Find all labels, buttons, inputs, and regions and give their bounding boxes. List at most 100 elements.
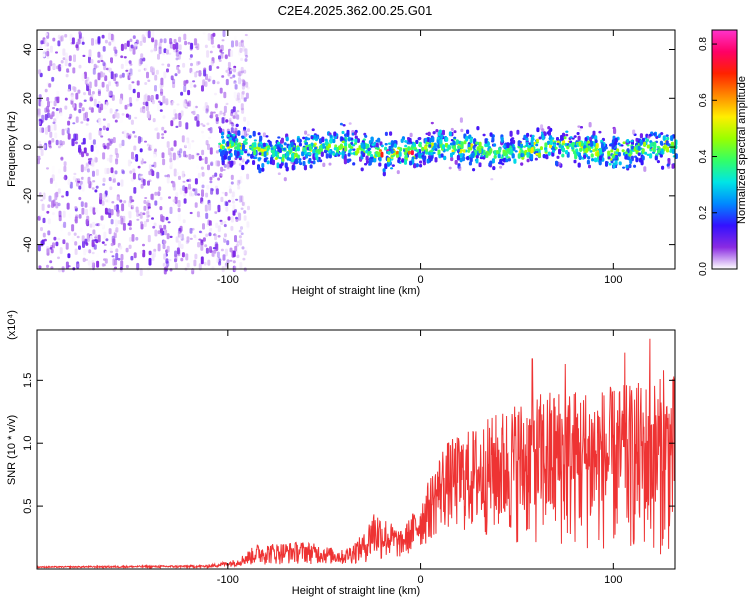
heatmap-cell	[47, 218, 51, 225]
heatmap-cell	[466, 129, 470, 134]
heatmap-cell	[117, 220, 121, 225]
heatmap-cell	[322, 162, 326, 167]
heatmap-cell	[47, 101, 50, 108]
heatmap-cell	[593, 141, 597, 147]
heatmap-cell	[590, 153, 594, 158]
heatmap-cell	[283, 177, 287, 182]
heatmap-cell	[92, 229, 96, 235]
heatmap-cell	[104, 250, 108, 259]
heatmap-cell	[109, 250, 113, 253]
heatmap-cell	[218, 261, 222, 266]
heatmap-cell	[397, 147, 401, 150]
heatmap-cell	[601, 157, 605, 162]
heatmap-cell	[194, 71, 198, 78]
heatmap-cell	[354, 135, 358, 140]
heatmap-cell	[105, 101, 109, 106]
heatmap-cell	[578, 128, 582, 132]
heatmap-cell	[646, 153, 650, 156]
heatmap-cell	[114, 111, 118, 118]
heatmap-cell	[509, 142, 513, 145]
heatmap-cell	[309, 164, 313, 169]
heatmap-cell	[158, 186, 162, 191]
heatmap-cell	[91, 260, 95, 268]
heatmap-cell	[161, 126, 165, 131]
heatmap-cell	[405, 147, 409, 153]
heatmap-cell	[165, 49, 169, 55]
heatmap-cell	[544, 142, 548, 148]
heatmap-cell	[173, 140, 177, 147]
heatmap-cell	[147, 234, 151, 243]
heatmap-cell	[590, 140, 594, 147]
heatmap-cell	[237, 189, 241, 192]
heatmap-cell	[428, 155, 432, 158]
heatmap-cell	[161, 136, 165, 139]
heatmap-cell	[169, 152, 173, 158]
heatmap-cell	[202, 124, 206, 127]
heatmap-cell	[175, 49, 179, 57]
heatmap-cell	[445, 148, 449, 152]
heatmap-cell	[213, 249, 217, 254]
heatmap-cell	[60, 157, 64, 160]
heatmap-cell	[626, 139, 630, 143]
heatmap-cell	[202, 32, 206, 35]
heatmap-cell	[382, 168, 386, 173]
heatmap-cell	[210, 60, 214, 67]
heatmap-cell	[132, 172, 136, 180]
y-tick-label: -20	[22, 188, 34, 204]
heatmap-cell	[646, 144, 650, 149]
heatmap-cell	[126, 68, 129, 76]
heatmap-cell	[40, 227, 43, 232]
heatmap-cell	[474, 150, 478, 156]
heatmap-cell	[88, 88, 91, 96]
heatmap-cell	[143, 205, 147, 211]
heatmap-cell	[132, 47, 136, 55]
heatmap-cell	[140, 53, 144, 58]
heatmap-cell	[165, 147, 169, 155]
heatmap-cell	[339, 122, 343, 126]
heatmap-cell	[440, 153, 444, 158]
heatmap-cell	[83, 71, 87, 79]
heatmap-cell	[84, 202, 88, 208]
heatmap-cell	[312, 160, 316, 165]
heatmap-cell	[93, 244, 97, 250]
heatmap-cell	[133, 145, 137, 151]
heatmap-cell	[541, 134, 545, 141]
heatmap-cell	[89, 96, 93, 102]
heatmap-cell	[469, 137, 473, 144]
heatmap-cell	[63, 165, 67, 172]
heatmap-cell	[549, 139, 553, 146]
heatmap-cell	[116, 112, 120, 119]
heatmap-cell	[233, 35, 237, 41]
heatmap-cell	[97, 101, 101, 104]
heatmap-cell	[308, 152, 312, 156]
heatmap-cell	[363, 132, 367, 136]
heatmap-cell	[304, 136, 308, 141]
heatmap-cell	[576, 132, 580, 135]
heatmap-cell	[225, 201, 229, 207]
heatmap-cell	[97, 234, 101, 243]
heatmap-cell	[236, 254, 240, 259]
heatmap-cell	[475, 158, 479, 164]
heatmap-cell	[113, 46, 117, 52]
heatmap-cell	[500, 136, 504, 143]
heatmap-cell	[223, 186, 227, 193]
heatmap-cell	[46, 48, 50, 51]
heatmap-cell	[168, 196, 171, 199]
heatmap-cell	[263, 151, 267, 158]
heatmap-cell	[637, 152, 641, 156]
heatmap-cell	[66, 202, 70, 210]
heatmap-cell	[671, 148, 675, 154]
heatmap-cell	[517, 153, 521, 159]
heatmap-cell	[418, 144, 422, 148]
heatmap-cell	[456, 154, 460, 161]
heatmap-cell	[89, 206, 93, 212]
heatmap-cell	[207, 143, 210, 151]
heatmap-cell	[241, 201, 245, 206]
heatmap-cell	[223, 265, 227, 270]
heatmap-cell	[215, 188, 219, 195]
heatmap-cell	[350, 146, 354, 149]
heatmap-cell	[205, 247, 209, 254]
heatmap-cell	[172, 181, 176, 188]
heatmap-cell	[197, 126, 201, 134]
heatmap-cell	[40, 199, 44, 202]
